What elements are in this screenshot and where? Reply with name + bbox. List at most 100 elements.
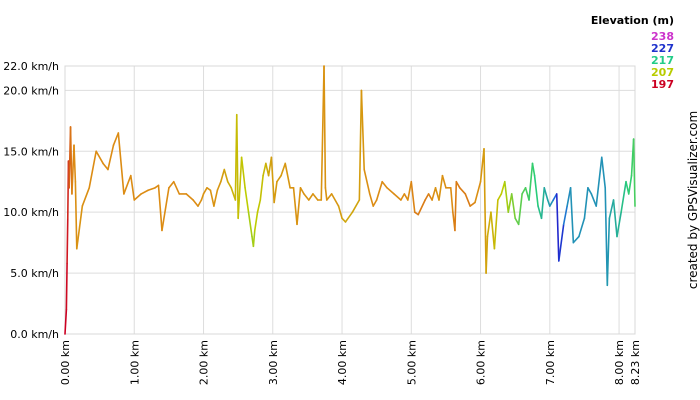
speed-segment <box>517 193 523 226</box>
speed-segment <box>438 174 444 201</box>
speed-segment <box>497 193 503 201</box>
speed-segment <box>510 193 516 220</box>
x-tick-label-8: 8.00 km <box>613 340 626 385</box>
speed-segment <box>417 199 426 216</box>
speed-segment <box>569 187 575 244</box>
speed-segment <box>449 187 454 213</box>
speed-segment <box>441 174 447 189</box>
speed-segment <box>458 187 467 195</box>
credit-text: created by GPSVisualizer.com <box>686 111 700 289</box>
speed-segment <box>312 193 319 201</box>
speed-segment <box>66 217 69 265</box>
speed-segment <box>474 180 482 204</box>
speed-segment <box>256 199 262 213</box>
speed-segment <box>296 187 302 226</box>
y-tick-label-1: 5.0 km/h <box>10 267 59 280</box>
speed-segment <box>299 187 305 195</box>
chart-grid <box>64 65 636 335</box>
speed-segment <box>197 199 203 207</box>
speed-segment <box>616 211 622 238</box>
speed-segment <box>213 189 219 207</box>
speed-segment <box>587 187 593 195</box>
speed-segment <box>276 174 282 183</box>
legend-entry-227: 227 <box>651 42 674 55</box>
speed-segment <box>454 180 458 232</box>
speed-segment <box>325 193 333 201</box>
speed-segment <box>627 174 633 195</box>
speed-segment <box>307 193 314 201</box>
speed-segment <box>247 211 253 238</box>
speed-segment <box>555 193 560 262</box>
y-tick-label-4: 20.0 km/h <box>3 84 59 97</box>
speed-segment <box>129 174 136 201</box>
speed-segment <box>549 199 555 207</box>
speed-segment <box>424 193 430 201</box>
speed-segment <box>75 205 84 250</box>
speed-segment <box>455 180 461 189</box>
x-tick-label-0: 0.00 km <box>59 340 72 385</box>
y-tick-label-3: 15.0 km/h <box>3 145 59 158</box>
speed-segment <box>88 150 97 189</box>
speed-segment <box>469 201 476 207</box>
speed-segment <box>485 235 489 274</box>
speed-segment <box>372 199 378 207</box>
speed-segment <box>360 89 365 171</box>
legend-entry-217: 217 <box>651 54 674 67</box>
speed-segment <box>202 187 208 195</box>
x-tick-label-4: 4.00 km <box>336 340 349 385</box>
legend-entry-238: 238 <box>651 30 674 43</box>
speed-segment <box>363 168 371 195</box>
speed-segment <box>330 193 340 207</box>
speed-segment <box>324 187 328 201</box>
speed-segment <box>358 89 363 201</box>
speed-segment <box>507 193 513 213</box>
speed-segment <box>434 187 440 201</box>
speed-segment <box>351 199 361 213</box>
speed-segment <box>112 132 120 146</box>
speed-segment <box>102 162 109 171</box>
speed-segment <box>431 187 437 201</box>
speed-segment <box>303 193 310 201</box>
speed-segment <box>284 162 291 189</box>
speed-segment <box>427 193 433 201</box>
speed-segment <box>503 180 510 213</box>
speed-segment <box>375 180 384 201</box>
speed-segment <box>95 150 104 165</box>
speed-segment <box>244 187 250 213</box>
speed-segment <box>578 217 586 238</box>
speed-segment <box>410 180 416 213</box>
speed-segment <box>562 205 568 226</box>
speed-segment <box>223 168 229 183</box>
speed-segment <box>608 199 615 220</box>
speed-segment <box>344 211 354 223</box>
speed-segment <box>240 156 246 189</box>
speed-segment <box>192 199 199 207</box>
y-axis-tick-labels: 0.0 km/h 5.0 km/h 10.0 km/h 15.0 km/h 20.0 k… <box>3 60 59 341</box>
speed-segment <box>270 156 275 204</box>
x-tick-label-3: 3.00 km <box>267 340 280 385</box>
speed-segment <box>157 184 163 232</box>
legend-title: Elevation (m) <box>591 14 674 27</box>
speed-segment <box>133 193 142 201</box>
speed-series-line <box>64 65 636 335</box>
speed-segment <box>237 156 243 220</box>
speed-segment <box>74 180 78 250</box>
speed-segment <box>252 229 256 248</box>
speed-segment <box>216 180 222 192</box>
speed-segment <box>200 193 205 201</box>
speed-segment <box>583 187 589 220</box>
speed-segment <box>612 199 618 238</box>
speed-segment <box>253 211 259 232</box>
speed-segment <box>500 180 506 195</box>
speed-segment <box>341 217 347 223</box>
speed-segment <box>543 187 549 201</box>
speed-segment <box>521 187 527 195</box>
speed-segment <box>117 132 125 195</box>
speed-segment <box>81 187 91 207</box>
speed-segment <box>464 193 471 207</box>
speed-segment <box>292 187 298 226</box>
speed-segment <box>533 174 539 207</box>
speed-segment <box>540 187 546 220</box>
speed-segment <box>107 144 115 171</box>
speed-segment <box>600 156 607 189</box>
